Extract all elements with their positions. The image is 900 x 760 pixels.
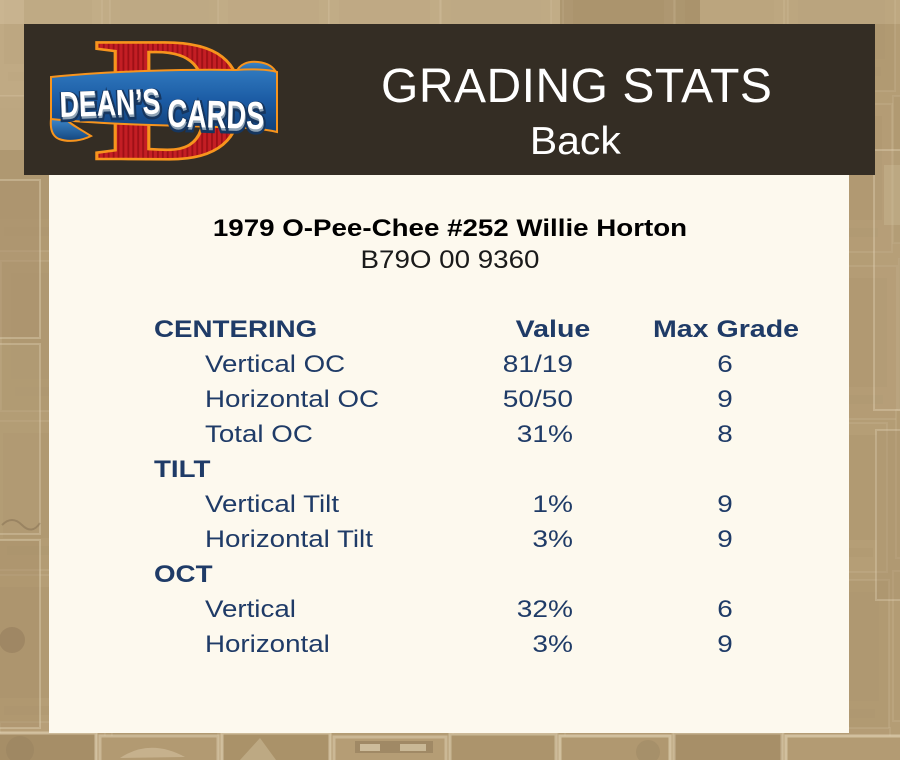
svg-text:CARDS: CARDS <box>167 95 265 140</box>
svg-text:DEAN’S: DEAN’S <box>59 81 161 125</box>
svg-text:CARDS: CARDS <box>167 93 265 138</box>
svg-text:DEAN’S: DEAN’S <box>60 83 162 127</box>
